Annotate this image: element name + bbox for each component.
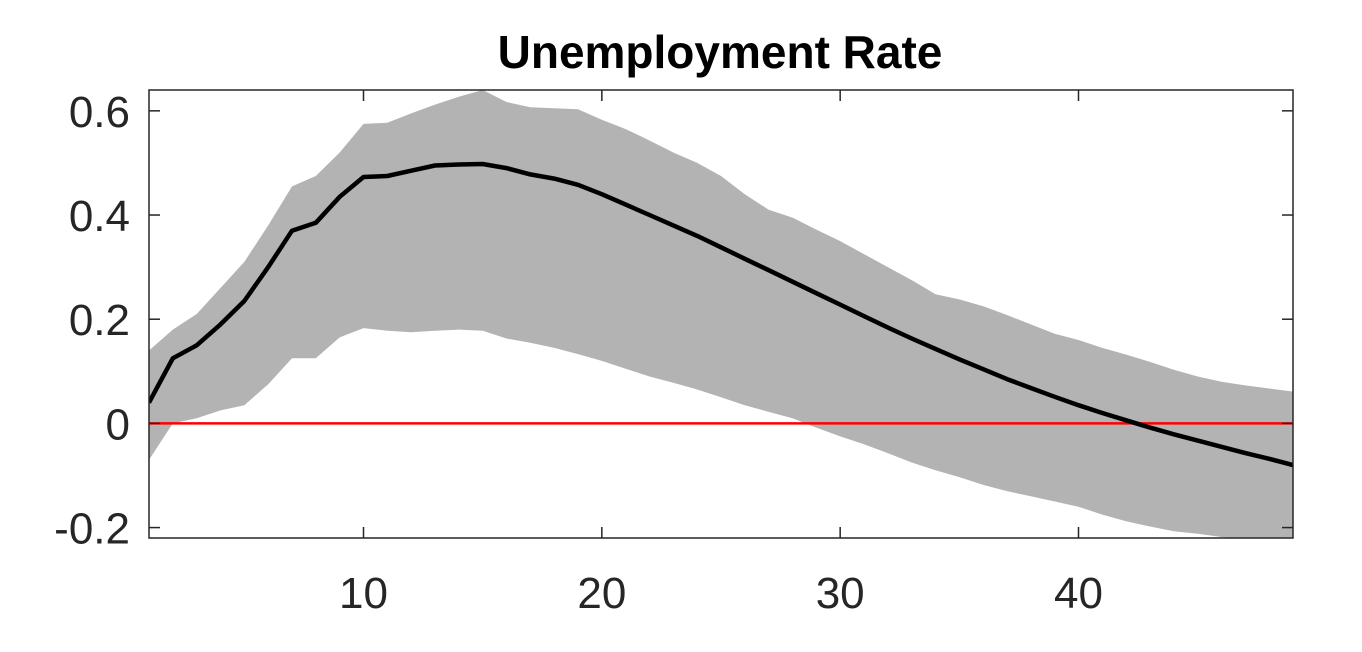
plot-frame [148, 89, 1294, 539]
x-tick-label: 30 [816, 569, 865, 618]
y-tick-label: 0.6 [69, 88, 130, 137]
x-tick-label: 10 [339, 569, 388, 618]
confidence-band [149, 90, 1293, 538]
chart-title: Unemployment Rate [498, 26, 943, 78]
x-axis: 10 20 30 40 [339, 90, 1103, 618]
y-tick-label: 0.2 [69, 296, 130, 345]
y-axis: -0.2 0 0.2 0.4 0.6 [54, 88, 1293, 554]
response-line [149, 161, 1293, 468]
y-tick-label: 0.4 [69, 192, 130, 241]
plot-area [148, 89, 1294, 539]
y-tick-label: -0.2 [54, 505, 130, 554]
y-tick-label: 0 [106, 400, 130, 449]
x-tick-label: 20 [577, 569, 626, 618]
x-tick-label: 40 [1054, 569, 1103, 618]
